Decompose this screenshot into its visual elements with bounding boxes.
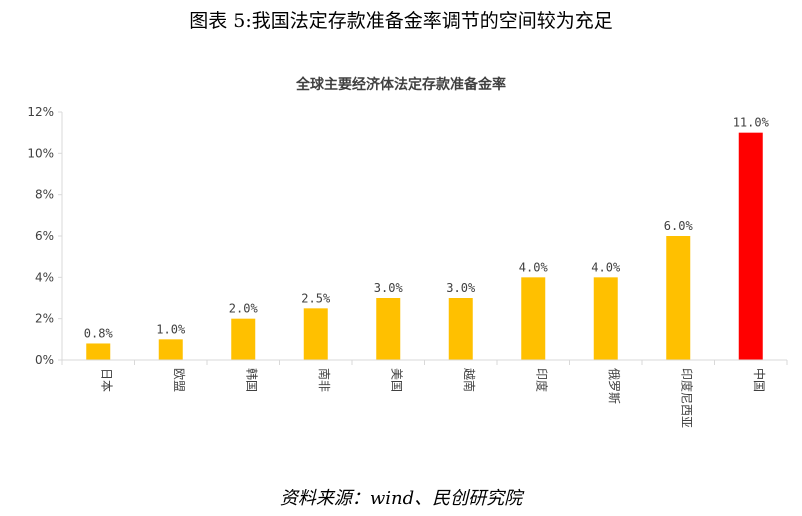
x-tick-label-3: 韩国 [244,368,259,392]
x-tick-label-10: 中国 [752,368,767,392]
y-tick-label: 8% [35,188,54,202]
x-tick-label-2: 欧盟 [172,368,186,392]
figure-title: 图表 5:我国法定存款准备金率调节的空间较为充足 [189,10,613,32]
bar-5 [376,298,401,360]
data-label-4: 2.5% [301,291,331,305]
x-tick-label-9: 印度尼西亚 [679,368,694,428]
data-labels: 0.8% 1.0% 2.0% 2.5% 3.0% 3.0% 4.0% 4.0% 6.0% 11.0… [84,116,770,341]
data-label-2: 1.0% [156,322,186,336]
y-tick-label: 2% [35,312,54,326]
bar-1 [86,343,111,360]
y-axis: 0% 2% 4% 6% 8% 10% 12% [27,105,63,367]
data-label-3: 2.0% [229,302,259,316]
x-tick-label-1: 日本 [99,368,113,392]
data-label-1: 0.8% [84,326,114,340]
data-label-6: 3.0% [446,281,476,295]
x-tick-label-5: 美国 [389,368,403,392]
y-tick-label: 6% [35,229,54,243]
bar-9 [666,236,691,360]
y-tick-label: 12% [27,105,54,119]
bar-10 [738,132,763,360]
bar-2 [158,339,183,360]
data-label-9: 6.0% [664,219,694,233]
x-tick-label-7: 印度 [534,368,549,392]
data-label-7: 4.0% [519,260,549,274]
x-tick-label-6: 越南 [462,368,477,392]
data-label-8: 4.0% [591,260,621,274]
x-axis: 日本 欧盟 韩国 南非 美国 越南 印度 俄罗斯 印度尼西亚 中国 [61,359,788,428]
bar-3 [231,318,256,360]
source-note: 资料来源：wind、民创研究院 [279,488,523,509]
y-tick-label: 0% [35,353,54,367]
bar-8 [593,277,618,360]
bar-7 [521,277,546,360]
data-label-10: 11.0% [733,116,770,130]
x-tick-label-8: 俄罗斯 [607,368,621,404]
y-tick-label: 4% [35,270,54,284]
x-tick-label-4: 南非 [317,368,332,392]
y-tick-label: 10% [27,146,54,160]
bar-4 [303,308,328,360]
bar-6 [448,298,473,360]
chart-title: 全球主要经济体法定存款准备金率 [296,77,506,93]
data-label-5: 3.0% [374,281,404,295]
bars [86,132,763,360]
